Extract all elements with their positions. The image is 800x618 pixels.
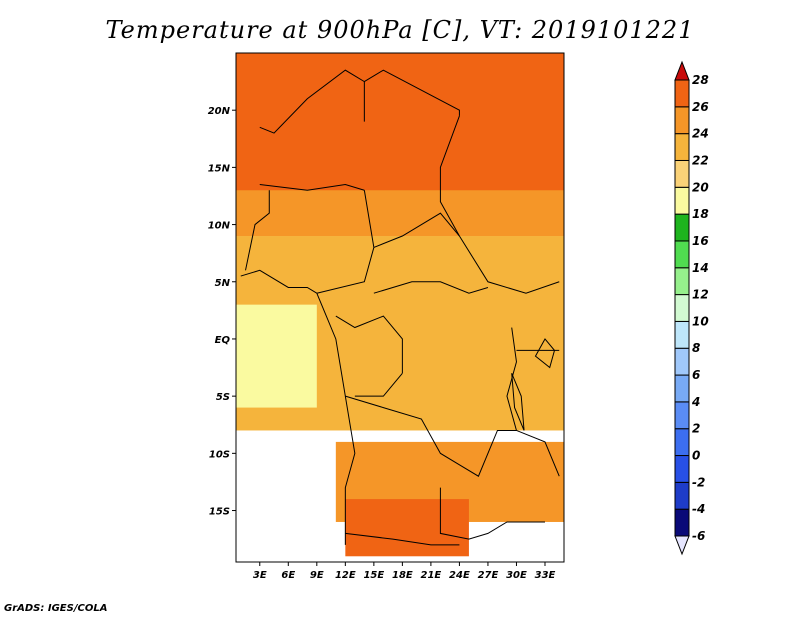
border-line [516,429,560,477]
colorbar-box [674,240,690,269]
colorbar-box [674,186,690,215]
border-line [439,115,460,237]
y-tick-label: 10S [209,449,230,460]
colorbar-box [674,481,690,510]
x-tick-label: 33E [535,570,556,581]
x-tick-label: 6E [281,570,295,581]
colorbar-bottom-arrow [674,535,690,556]
border-line [354,372,403,397]
colorbar-box [674,455,690,483]
colorbar-label: 0 [692,449,700,463]
colorbar-box [674,133,690,161]
colorbar-label: 18 [692,207,709,221]
colorbar-box [674,213,690,242]
border-line [458,235,560,294]
plot-frame [235,52,565,563]
border-line [240,269,318,294]
border-line [345,395,517,477]
colorbar-label: 14 [692,261,709,275]
lake-outline [511,373,525,431]
colorbar-label: 12 [692,288,709,302]
border-line [345,532,460,546]
colorbar-label: -2 [692,475,705,489]
border-line [439,487,545,540]
x-tick-label: 27E [478,570,499,581]
colorbar-box [674,294,690,322]
map-field [236,53,564,557]
y-tick-label: 20N [208,106,231,117]
y-tick-label: 15S [209,507,230,518]
border-line [335,315,403,374]
colorbar-label: -6 [692,529,705,543]
colorbar-box [674,374,690,403]
country-borders [240,69,560,546]
border-line [373,281,489,294]
colorbar-label: 10 [692,314,709,328]
x-tick-label: 9E [310,570,324,581]
colorbar-top-arrow [674,60,690,81]
colorbar-label: 26 [692,100,709,114]
colorbar-box [674,267,690,296]
colorbar-label: 8 [692,341,700,355]
colorbar-box [674,508,690,537]
colorbar-box [674,428,690,457]
border-line [259,69,365,134]
field-region-north-hot [236,53,564,202]
x-tick-label: 15E [363,570,384,581]
border-line [316,190,375,294]
field-region-south-hot [345,499,469,557]
colorbar-label: 20 [692,180,709,194]
border-line [364,69,460,116]
x-axis: 3E 6E 9E 12E 15E 18E 21E 24E 27E 30E 33E [253,562,556,581]
border-line [245,190,270,271]
border-line [373,212,460,248]
x-tick-label: 24E [449,570,470,581]
y-tick-label: 15N [208,163,231,174]
colorbar-label: 16 [692,234,709,248]
x-tick-label: 30E [506,570,527,581]
colorbar-label: 2 [692,422,700,436]
y-tick-label: 5S [216,392,230,403]
colorbar-box [674,79,690,108]
chart-svg: 3E 6E 9E 12E 15E 18E 21E 24E 27E 30E 33E 20N 15N 10N… [208,52,709,581]
colorbar-label: 28 [692,73,709,87]
colorbar-box [674,401,690,430]
colorbar-label: 24 [692,127,709,141]
x-tick-label: 3E [253,570,267,581]
colorbar-label: -4 [692,502,705,516]
y-axis: 20N 15N 10N 5N EQ 5S 10S 15S [208,106,236,518]
x-tick-label: 18E [392,570,413,581]
colorbar-box [674,106,690,135]
x-tick-label: 21E [421,570,442,581]
chart-title: Temperature at 900hPa [C], VT: 201910122… [105,16,695,44]
colorbar-label: 22 [692,153,709,167]
lake-outline [534,338,556,369]
colorbar-box [674,347,690,376]
y-tick-label: 10N [208,221,231,232]
colorbar-label: 6 [692,368,700,382]
border-line [259,184,365,191]
grads-credit: GrADS: IGES/COLA [4,603,108,614]
field-region-sahel [236,190,564,237]
field-region-west-coast [236,304,317,408]
colorbar-box [674,320,690,349]
x-tick-label: 12E [335,570,356,581]
colorbar-label: 4 [691,395,700,409]
y-tick-label: 5N [215,278,231,289]
y-tick-label: EQ [215,335,231,346]
colorbar-box [674,159,690,188]
